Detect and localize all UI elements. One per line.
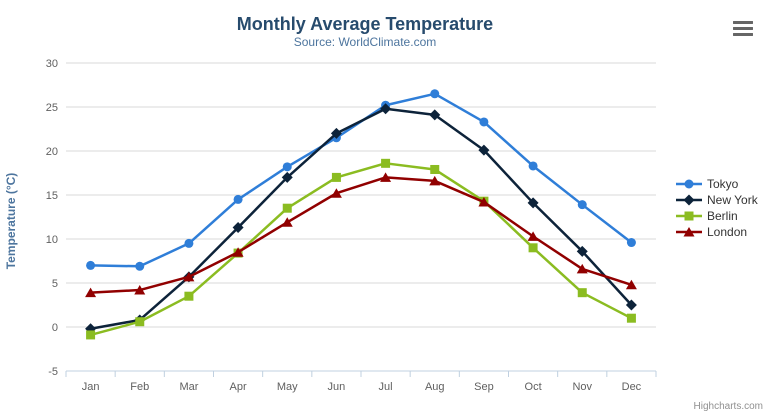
- data-point-tokyo[interactable]: [479, 117, 489, 127]
- data-point-berlin[interactable]: [86, 330, 96, 340]
- data-point-london[interactable]: [330, 188, 342, 198]
- y-axis-label: 10: [46, 234, 58, 246]
- hamburger-menu-icon: [733, 21, 753, 36]
- legend-marker-berlin[interactable]: [684, 211, 694, 221]
- data-point-new-york[interactable]: [232, 222, 244, 234]
- data-point-london[interactable]: [85, 287, 97, 298]
- x-axis-label: Dec: [622, 381, 642, 393]
- chart-subtitle: Source: WorldClimate.com: [294, 35, 437, 49]
- legend-marker-london[interactable]: [683, 227, 695, 237]
- data-point-berlin[interactable]: [135, 317, 145, 327]
- data-point-tokyo[interactable]: [528, 161, 538, 171]
- x-axis-label: Sep: [474, 381, 494, 393]
- data-point-tokyo[interactable]: [626, 238, 636, 248]
- legend-marker-tokyo[interactable]: [684, 179, 694, 189]
- series-line-tokyo[interactable]: [89, 92, 633, 268]
- data-point-new-york[interactable]: [576, 245, 588, 257]
- data-point-london[interactable]: [281, 217, 293, 227]
- series-line-berlin[interactable]: [89, 162, 633, 337]
- data-point-berlin[interactable]: [577, 288, 587, 298]
- data-point-berlin[interactable]: [282, 203, 292, 213]
- x-axis-label: Nov: [572, 381, 592, 393]
- legend-item-new-york[interactable]: New York: [676, 193, 759, 207]
- legend-item-london[interactable]: London: [676, 225, 747, 239]
- data-point-tokyo[interactable]: [135, 261, 145, 271]
- y-axis-label: 15: [46, 190, 58, 202]
- data-point-london[interactable]: [478, 197, 490, 207]
- data-point-london[interactable]: [576, 263, 588, 274]
- y-axis-title: Temperature (°C): [4, 173, 18, 270]
- x-axis-label: Jan: [82, 381, 100, 393]
- y-axis-label: 0: [52, 322, 58, 334]
- legend-item-tokyo[interactable]: Tokyo: [676, 177, 739, 191]
- x-axis-label: Aug: [425, 381, 445, 393]
- data-point-london[interactable]: [527, 231, 539, 241]
- data-point-london[interactable]: [625, 279, 637, 290]
- data-point-new-york[interactable]: [281, 171, 293, 183]
- series-line-new-york[interactable]: [89, 107, 633, 331]
- legend-label-tokyo: Tokyo: [707, 177, 739, 191]
- legend-item-berlin[interactable]: Berlin: [676, 209, 738, 223]
- data-point-berlin[interactable]: [381, 158, 391, 168]
- data-point-berlin[interactable]: [331, 172, 341, 182]
- legend-label-london: London: [707, 225, 747, 239]
- y-axis-label: -5: [48, 366, 58, 378]
- data-point-tokyo[interactable]: [282, 162, 292, 172]
- data-point-tokyo[interactable]: [430, 89, 440, 99]
- x-axis-label: Apr: [230, 381, 247, 393]
- y-axis-label: 30: [46, 58, 58, 70]
- x-axis-label: Mar: [179, 381, 198, 393]
- data-point-berlin[interactable]: [626, 313, 636, 323]
- chart-title: Monthly Average Temperature: [237, 14, 493, 34]
- export-menu-button[interactable]: [731, 16, 755, 38]
- data-point-tokyo[interactable]: [86, 260, 96, 270]
- legend-label-new-york: New York: [707, 193, 759, 207]
- data-point-tokyo[interactable]: [184, 238, 194, 248]
- legend-label-berlin: Berlin: [707, 209, 738, 223]
- y-axis-label: 20: [46, 146, 58, 158]
- x-axis-label: Oct: [525, 381, 542, 393]
- y-axis-label: 25: [46, 102, 58, 114]
- y-axis-label: 5: [52, 278, 58, 290]
- data-point-new-york[interactable]: [625, 299, 637, 311]
- data-point-new-york[interactable]: [527, 197, 539, 209]
- series-line-london[interactable]: [89, 176, 633, 294]
- data-point-new-york[interactable]: [478, 144, 490, 156]
- x-axis-label: Feb: [130, 381, 149, 393]
- legend-marker-new-york[interactable]: [683, 194, 695, 206]
- x-axis-label: May: [277, 381, 298, 393]
- data-point-berlin[interactable]: [430, 164, 440, 174]
- data-point-berlin[interactable]: [184, 291, 194, 301]
- data-point-tokyo[interactable]: [233, 194, 243, 204]
- data-point-new-york[interactable]: [429, 109, 441, 121]
- data-point-london[interactable]: [134, 285, 146, 295]
- data-point-new-york[interactable]: [380, 103, 392, 115]
- data-point-new-york[interactable]: [330, 127, 342, 139]
- data-point-london[interactable]: [380, 172, 392, 182]
- data-point-berlin[interactable]: [528, 243, 538, 253]
- x-axis-label: Jun: [328, 381, 346, 393]
- highcharts-credit[interactable]: Highcharts.com: [693, 401, 763, 412]
- data-point-tokyo[interactable]: [577, 200, 587, 210]
- data-point-london[interactable]: [232, 247, 244, 257]
- data-point-london[interactable]: [183, 271, 195, 282]
- data-point-london[interactable]: [429, 175, 441, 186]
- x-axis-label: Jul: [379, 381, 393, 393]
